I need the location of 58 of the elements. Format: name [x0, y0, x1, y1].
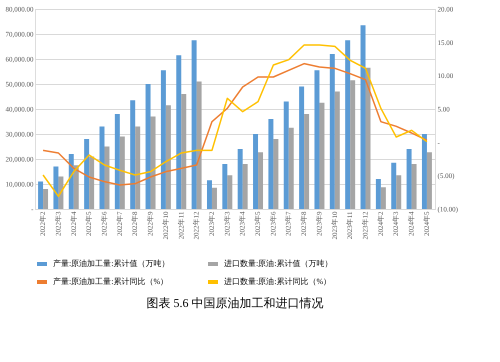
bar [360, 25, 366, 209]
legend-label: 产量:原油加工量:累计值（万吨） [53, 259, 170, 268]
bar [406, 149, 412, 209]
legend-label: 产量:原油加工量:累计同比（%） [53, 277, 168, 286]
bar [319, 102, 324, 209]
bar [330, 54, 335, 209]
bar [334, 92, 340, 209]
bar [38, 182, 44, 209]
bar [268, 119, 274, 209]
bar [53, 166, 58, 209]
bar [227, 175, 232, 209]
bar [299, 86, 304, 209]
bar [166, 105, 171, 209]
bar [304, 114, 310, 209]
bar [350, 80, 356, 209]
bar [146, 84, 151, 209]
bar [176, 55, 182, 209]
text: 图表 5.6 中国原油加工和进口情况 [146, 296, 324, 310]
legend-label: 进口数量:原油:累计值（万吨） [224, 259, 332, 268]
bar [150, 116, 156, 209]
bar [43, 189, 48, 209]
bar [84, 139, 90, 209]
bar [120, 136, 125, 209]
bar [130, 100, 136, 209]
bar [314, 70, 320, 209]
bar [160, 70, 166, 209]
bar [376, 179, 381, 209]
bar [222, 164, 228, 209]
bar [412, 164, 417, 209]
legend-label: 进口数量:原油:累计同比（%） [224, 277, 332, 286]
bar [284, 102, 289, 209]
bar [242, 164, 248, 209]
bar [273, 139, 278, 209]
bar [114, 114, 120, 209]
bar [396, 175, 402, 209]
bar [288, 128, 294, 209]
bar [422, 134, 427, 209]
bar [391, 162, 396, 209]
bar [74, 165, 79, 209]
bar [99, 126, 104, 209]
line-series [42, 62, 428, 186]
bar [196, 82, 202, 209]
bar [192, 40, 197, 209]
bar [258, 152, 264, 209]
bar [366, 68, 371, 209]
bar [58, 176, 64, 209]
bar [212, 188, 217, 209]
bar [238, 149, 243, 209]
bar [135, 126, 140, 209]
bar [380, 187, 386, 209]
bar [253, 134, 258, 209]
bar [89, 156, 94, 209]
line-series [42, 44, 428, 198]
bar [68, 154, 74, 209]
bar [426, 152, 432, 209]
bar [345, 40, 350, 209]
bar [104, 146, 110, 209]
bar [206, 180, 212, 209]
